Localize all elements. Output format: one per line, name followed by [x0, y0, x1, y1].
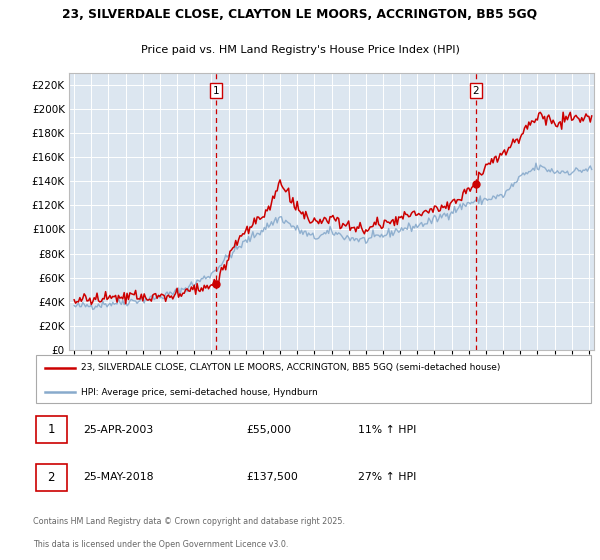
Text: 25-APR-2003: 25-APR-2003	[83, 424, 154, 435]
Text: 11% ↑ HPI: 11% ↑ HPI	[358, 424, 417, 435]
Text: Contains HM Land Registry data © Crown copyright and database right 2025.: Contains HM Land Registry data © Crown c…	[33, 517, 345, 526]
Text: This data is licensed under the Open Government Licence v3.0.: This data is licensed under the Open Gov…	[33, 540, 289, 549]
Text: 25-MAY-2018: 25-MAY-2018	[83, 472, 154, 482]
Text: £137,500: £137,500	[246, 472, 298, 482]
Text: £55,000: £55,000	[246, 424, 292, 435]
Text: 2: 2	[472, 86, 479, 96]
Text: Price paid vs. HM Land Registry's House Price Index (HPI): Price paid vs. HM Land Registry's House …	[140, 45, 460, 55]
FancyBboxPatch shape	[36, 417, 67, 443]
Text: 27% ↑ HPI: 27% ↑ HPI	[358, 472, 417, 482]
Text: 23, SILVERDALE CLOSE, CLAYTON LE MOORS, ACCRINGTON, BB5 5GQ: 23, SILVERDALE CLOSE, CLAYTON LE MOORS, …	[62, 8, 538, 21]
Text: 23, SILVERDALE CLOSE, CLAYTON LE MOORS, ACCRINGTON, BB5 5GQ (semi-detached house: 23, SILVERDALE CLOSE, CLAYTON LE MOORS, …	[80, 363, 500, 372]
Text: HPI: Average price, semi-detached house, Hyndburn: HPI: Average price, semi-detached house,…	[80, 388, 317, 396]
FancyBboxPatch shape	[36, 464, 67, 491]
Text: 2: 2	[47, 471, 55, 484]
FancyBboxPatch shape	[36, 356, 591, 403]
Text: 1: 1	[47, 423, 55, 436]
Text: 1: 1	[213, 86, 220, 96]
